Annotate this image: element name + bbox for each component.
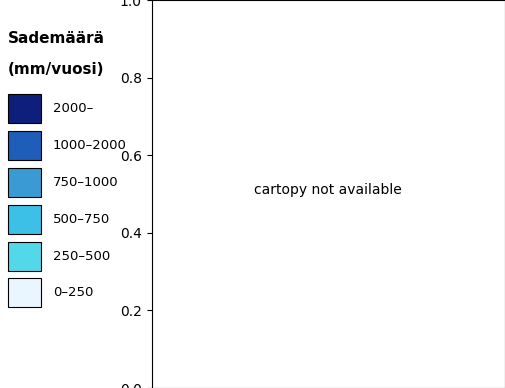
- Text: 1000–2000: 1000–2000: [53, 139, 127, 152]
- Text: cartopy not available: cartopy not available: [255, 183, 402, 197]
- Text: Sademäärä: Sademäärä: [8, 31, 105, 46]
- Text: 0–250: 0–250: [53, 286, 93, 300]
- FancyBboxPatch shape: [8, 205, 41, 234]
- FancyBboxPatch shape: [8, 94, 41, 123]
- Text: 250–500: 250–500: [53, 249, 110, 263]
- FancyBboxPatch shape: [8, 279, 41, 307]
- Text: 2000–: 2000–: [53, 102, 93, 115]
- FancyBboxPatch shape: [8, 241, 41, 271]
- FancyBboxPatch shape: [8, 131, 41, 160]
- Text: (mm/vuosi): (mm/vuosi): [8, 62, 104, 77]
- Text: 750–1000: 750–1000: [53, 176, 119, 189]
- FancyBboxPatch shape: [8, 168, 41, 197]
- Text: 500–750: 500–750: [53, 213, 110, 226]
